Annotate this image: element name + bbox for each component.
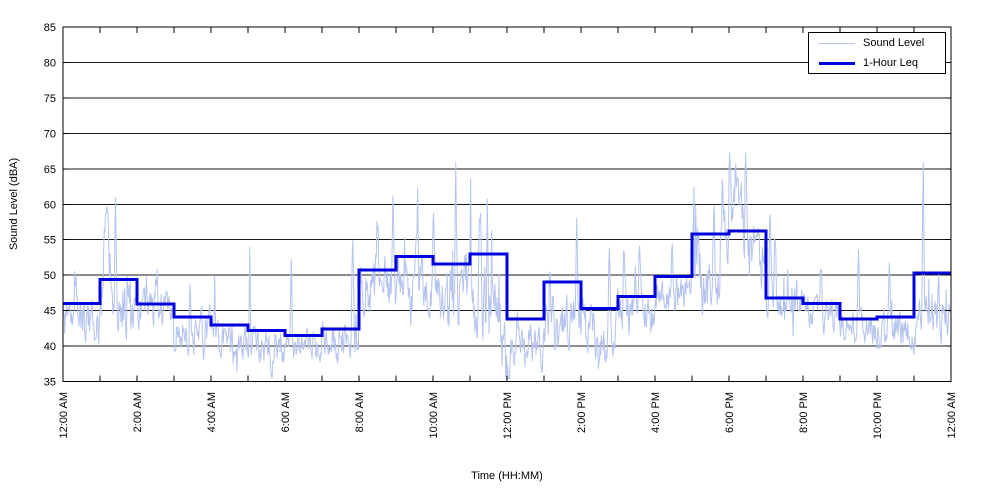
legend: Sound Level 1-Hour Leq	[808, 32, 946, 74]
axes: 35 40 45 50 55 60 65 70 75 80 85 12:00 AM 2:00 AM 4:0…	[44, 22, 958, 439]
x-tick-label: 4:00 PM	[650, 392, 662, 433]
x-axis-title: Time (HH:MM)	[471, 470, 543, 482]
legend-label-leq: 1-Hour Leq	[863, 56, 919, 69]
x-tick-label: 2:00 AM	[132, 392, 144, 432]
y-tick-label: 40	[44, 341, 56, 353]
y-tick-label: 65	[44, 164, 56, 176]
x-tick-label: 10:00 PM	[872, 392, 884, 439]
x-tick-label: 2:00 PM	[576, 392, 588, 433]
legend-item-leq: 1-Hour Leq	[809, 55, 945, 71]
x-tick-label: 12:00 AM	[946, 392, 958, 438]
x-tick-label: 12:00 AM	[58, 392, 70, 438]
sound-level-line-sample-icon	[819, 42, 855, 44]
x-tick-label: 6:00 PM	[724, 392, 736, 433]
y-tick-label: 55	[44, 235, 56, 247]
x-tick-label: 12:00 PM	[502, 392, 514, 439]
x-tick-label: 8:00 AM	[354, 392, 366, 432]
leq-line-sample-icon	[819, 61, 855, 65]
y-tick-label: 75	[44, 93, 56, 105]
y-axis-title: Sound Level (dBA)	[8, 158, 20, 250]
legend-label-sound-level: Sound Level	[863, 36, 925, 49]
x-tick-label: 10:00 AM	[428, 392, 440, 438]
y-tick-label: 45	[44, 306, 56, 318]
leq-step-line	[63, 229, 951, 337]
x-tick-label: 8:00 PM	[798, 392, 810, 433]
y-tick-label: 60	[44, 199, 56, 211]
y-tick-label: 80	[44, 57, 56, 69]
x-tick-label: 4:00 AM	[206, 392, 218, 432]
legend-item-sound-level: Sound Level	[809, 35, 945, 51]
y-tick-label: 35	[44, 377, 56, 389]
y-tick-label: 50	[44, 270, 56, 282]
x-tick-label: 6:00 AM	[280, 392, 292, 432]
y-tick-label: 70	[44, 128, 56, 140]
gridlines	[63, 61, 951, 347]
y-tick-label: 85	[44, 22, 56, 34]
